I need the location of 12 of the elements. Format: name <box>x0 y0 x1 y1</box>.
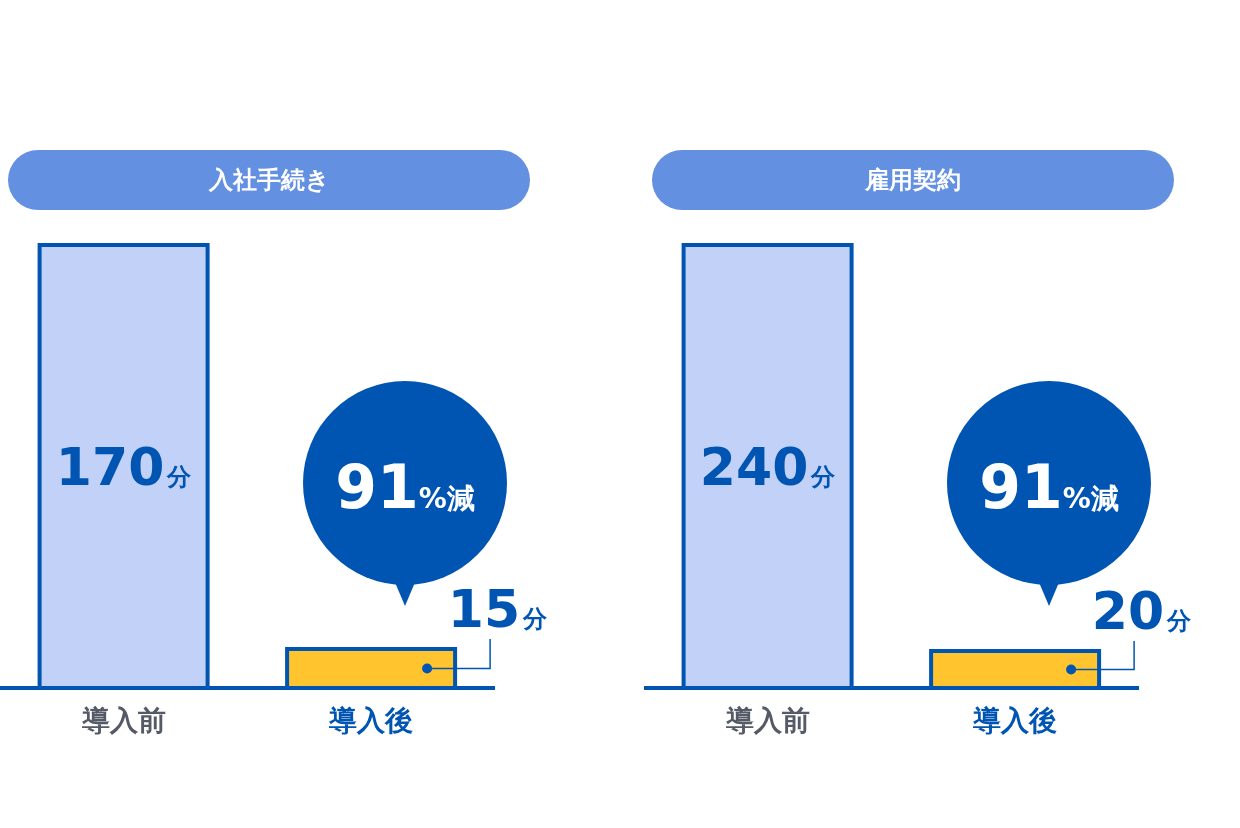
data-label: 240分 <box>699 436 837 497</box>
data-label: 170分 <box>55 436 193 497</box>
data-label: 20分 <box>1091 581 1193 642</box>
annotation: 91%減 <box>335 452 475 522</box>
chart-title: 雇用契約 <box>652 150 1174 210</box>
chart-title: 入社手続き <box>8 150 530 210</box>
x-tick-label: 導入後 <box>328 704 414 737</box>
data-label: 15分 <box>447 578 549 639</box>
annotation: 91%減 <box>979 452 1119 522</box>
x-tick-label: 導入後 <box>972 704 1058 737</box>
x-tick-label: 導入前 <box>724 704 810 737</box>
x-tick-label: 導入前 <box>80 704 166 737</box>
